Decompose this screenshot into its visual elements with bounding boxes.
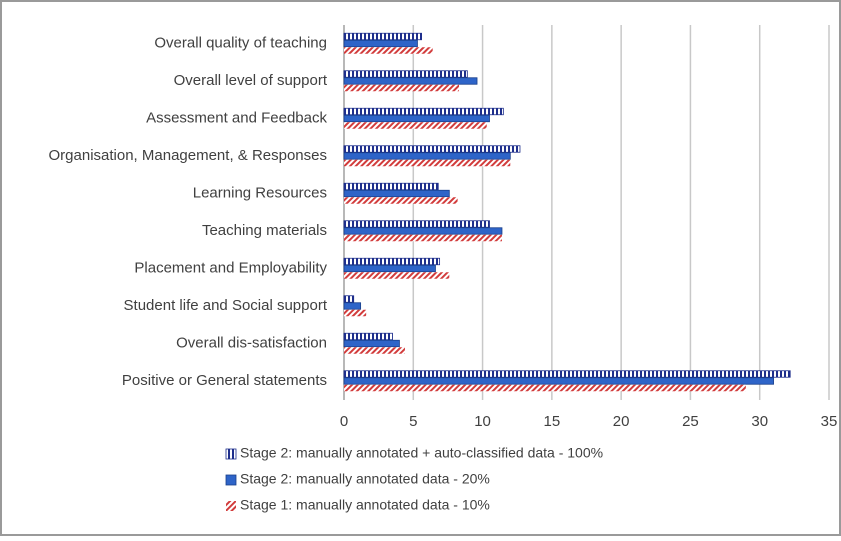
bar: [343, 114, 490, 123]
legend: Stage 2: manually annotated + auto-class…: [225, 445, 603, 513]
x-tick-label: 10: [474, 413, 491, 430]
bar: [344, 159, 511, 167]
y-tick-label: Overall level of support: [174, 72, 328, 89]
x-tick-label: 20: [613, 413, 630, 430]
bar: [344, 122, 487, 129]
legend-swatch: [225, 448, 237, 460]
y-tick-label: Student life and Social support: [124, 297, 328, 314]
y-tick-label: Overall dis-satisfaction: [176, 335, 327, 352]
bar: [343, 377, 774, 385]
legend-swatch: [226, 501, 236, 511]
bar: [343, 220, 490, 228]
x-tick-label: 5: [409, 413, 417, 430]
x-tick-label: 15: [544, 413, 561, 430]
bar: [344, 272, 450, 279]
bar: [344, 84, 460, 92]
bar: [343, 152, 511, 160]
bar: [344, 384, 746, 392]
legend-label: Stage 2: manually annotated + auto-class…: [240, 445, 603, 461]
bar: [344, 347, 405, 354]
bar: [343, 32, 422, 41]
bar: [343, 264, 436, 273]
y-tick-label: Teaching materials: [202, 222, 327, 239]
y-tick-label: Overall quality of teaching: [154, 35, 327, 52]
legend-label: Stage 1: manually annotated data - 10%: [240, 497, 490, 513]
x-tick-label: 35: [821, 413, 838, 430]
bar: [343, 302, 362, 310]
legend-label: Stage 2: manually annotated data - 20%: [240, 471, 490, 487]
bar: [343, 77, 478, 85]
bar: [344, 197, 458, 204]
bar: [344, 309, 367, 317]
bar: [343, 370, 791, 378]
bar: [343, 145, 521, 153]
y-tick-label: Placement and Employability: [134, 260, 327, 277]
bar: [343, 295, 355, 303]
bar: [343, 332, 393, 341]
bar: [344, 234, 502, 242]
bar: [343, 227, 503, 235]
bar: [344, 47, 433, 54]
y-tick-label: Organisation, Management, & Responses: [49, 147, 328, 164]
x-tick-label: 25: [682, 413, 699, 430]
y-tick-label: Positive or General statements: [122, 372, 327, 389]
bar: [343, 257, 441, 266]
bar: [343, 70, 468, 78]
bar: [343, 189, 450, 198]
x-tick-label: 0: [340, 413, 348, 430]
bar: [343, 107, 504, 116]
y-tick-label: Assessment and Feedback: [146, 110, 327, 127]
legend-swatch: [225, 474, 237, 486]
x-tick-label: 30: [751, 413, 768, 430]
y-tick-label: Learning Resources: [193, 185, 327, 202]
bar: [343, 339, 400, 348]
bar: [343, 182, 439, 191]
bar: [343, 39, 418, 48]
